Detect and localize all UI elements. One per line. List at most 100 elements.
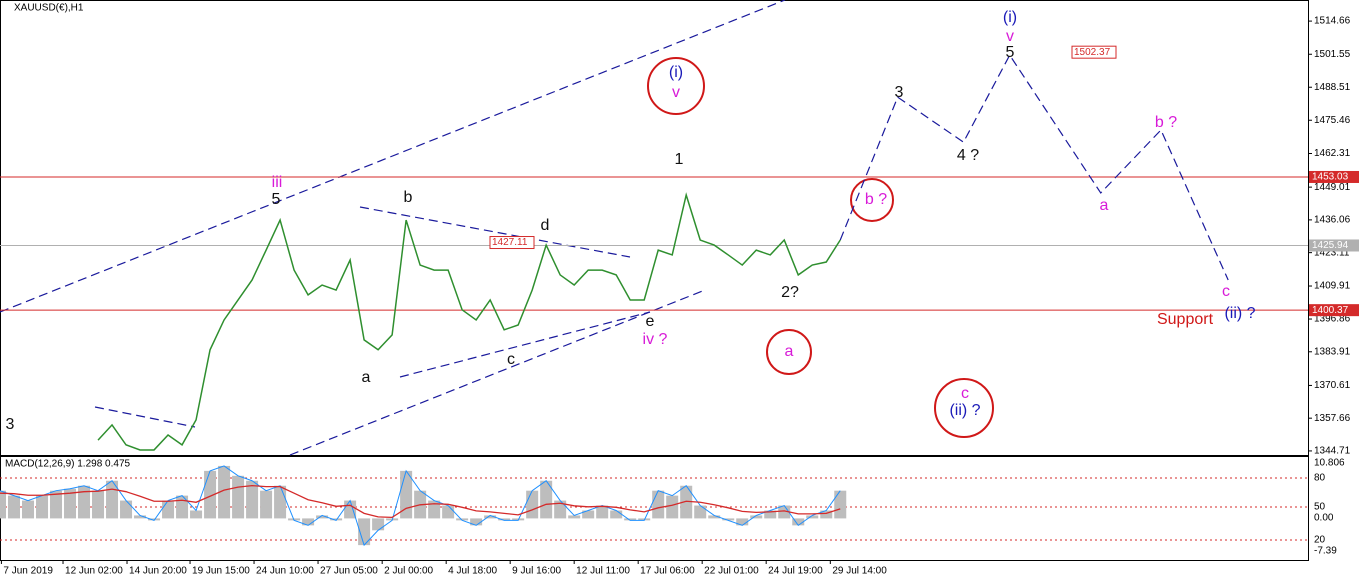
wave-label: 5 bbox=[272, 191, 281, 208]
macd-bar bbox=[806, 515, 819, 519]
wave-label: (i) bbox=[1003, 9, 1017, 26]
y-tick-label: 1383.91 bbox=[1314, 346, 1351, 357]
x-tick-label: 22 Jul 01:00 bbox=[704, 566, 759, 577]
macd-bar bbox=[176, 495, 189, 519]
x-tick-label: 29 Jul 14:00 bbox=[832, 566, 887, 577]
level-tag bbox=[1309, 304, 1359, 317]
wave-circle bbox=[934, 378, 994, 438]
macd-bar bbox=[36, 495, 49, 519]
macd-bar bbox=[22, 500, 35, 519]
wave-circle bbox=[766, 329, 812, 375]
macd-bar bbox=[50, 490, 63, 519]
wave-label: 3 bbox=[6, 416, 15, 433]
macd-axis-label: 80 bbox=[1314, 473, 1326, 484]
wave-label: a bbox=[1100, 197, 1109, 214]
level-label: 1453.03 bbox=[1312, 172, 1349, 183]
trend-line bbox=[0, 0, 786, 313]
macd-bar bbox=[554, 500, 567, 519]
x-tick-label: 24 Jun 10:00 bbox=[256, 566, 314, 577]
macd-axis-label: 20 bbox=[1314, 535, 1326, 546]
macd-bar bbox=[204, 470, 217, 519]
macd-bar bbox=[162, 500, 175, 519]
macd-bar bbox=[456, 518, 469, 521]
chart-title: XAUUSD(€),H1 bbox=[14, 3, 84, 14]
macd-bar bbox=[652, 490, 665, 519]
y-tick-label: 1357.66 bbox=[1314, 413, 1351, 424]
macd-axis-label: -7.39 bbox=[1314, 546, 1337, 557]
wave-projection bbox=[839, 53, 1229, 281]
x-tick-label: 4 Jul 18:00 bbox=[448, 566, 497, 577]
wave-label: 5 bbox=[1006, 44, 1015, 61]
macd-bar bbox=[568, 515, 581, 519]
trend-line bbox=[289, 289, 706, 456]
macd-bar bbox=[526, 490, 539, 519]
wave-label: d bbox=[541, 217, 550, 234]
x-tick-label: 7 Jun 2019 bbox=[3, 566, 53, 577]
wave-label: b ? bbox=[1155, 114, 1177, 131]
wave-label: b bbox=[404, 189, 413, 206]
macd-bar bbox=[820, 510, 833, 519]
macd-bar bbox=[834, 490, 847, 519]
macd-bar bbox=[666, 495, 679, 519]
macd-bar bbox=[232, 475, 245, 519]
wave-label: c bbox=[1222, 283, 1230, 300]
price-tag-label: 1427.11 bbox=[492, 237, 528, 248]
macd-label: MACD(12,26,9) 1.298 0.475 bbox=[5, 459, 131, 470]
macd-bar bbox=[722, 518, 735, 521]
macd-bar bbox=[120, 500, 133, 519]
price-tag-label: 1502.37 bbox=[1074, 47, 1111, 58]
x-tick-label: 17 Jul 06:00 bbox=[640, 566, 695, 577]
wave-label: c bbox=[961, 385, 969, 402]
macd-bar bbox=[218, 465, 231, 519]
macd-bar bbox=[8, 495, 21, 519]
macd-bar bbox=[92, 490, 105, 519]
wave-circle bbox=[647, 57, 705, 115]
wave-label: 2? bbox=[781, 284, 799, 301]
y-tick-label: 1423.11 bbox=[1314, 247, 1350, 258]
y-tick-label: 1436.06 bbox=[1314, 215, 1351, 226]
wave-label: c bbox=[507, 351, 515, 368]
price-line bbox=[97, 192, 841, 451]
macd-bar bbox=[316, 515, 329, 519]
wave-label: 1 bbox=[675, 151, 684, 168]
macd-bar bbox=[330, 518, 343, 521]
macd-bar bbox=[596, 505, 609, 519]
macd-bar bbox=[484, 515, 497, 519]
level-tag bbox=[1309, 239, 1359, 252]
trend-line bbox=[399, 311, 651, 378]
y-tick-label: 1396.86 bbox=[1314, 314, 1351, 325]
macd-bar bbox=[302, 518, 315, 526]
y-tick-label: 1514.66 bbox=[1314, 16, 1351, 27]
y-tick-label: 1409.91 bbox=[1314, 281, 1351, 292]
wave-label: (i) bbox=[669, 64, 683, 81]
level-label: 1425.94 bbox=[1312, 240, 1349, 251]
macd-bar bbox=[274, 485, 287, 519]
y-tick-label: 1488.51 bbox=[1314, 82, 1351, 93]
macd-bar bbox=[582, 510, 595, 519]
macd-bar bbox=[694, 505, 707, 519]
y-tick-label: 1462.31 bbox=[1314, 148, 1351, 159]
macd-bar bbox=[0, 490, 6, 519]
level-tag bbox=[1309, 170, 1359, 183]
price-tag bbox=[489, 236, 535, 250]
macd-axis-label: 50 bbox=[1314, 502, 1326, 513]
x-tick-label: 12 Jul 11:00 bbox=[576, 566, 630, 577]
macd-bar bbox=[148, 518, 161, 521]
wave-label: (ii) ? bbox=[1224, 305, 1255, 322]
signal-line bbox=[0, 484, 841, 519]
macd-axis-label: 10.806 bbox=[1314, 458, 1345, 469]
macd-axis-label: 0.00 bbox=[1314, 513, 1334, 524]
macd-bar bbox=[708, 515, 721, 519]
wave-label: 3 bbox=[895, 84, 904, 101]
macd-bar bbox=[442, 505, 455, 519]
macd-bar bbox=[498, 518, 511, 521]
level-label: 1400.37 bbox=[1312, 305, 1349, 316]
macd-bar bbox=[428, 500, 441, 519]
wave-label: b ? bbox=[865, 191, 887, 208]
y-tick-label: 1344.71 bbox=[1314, 446, 1351, 457]
macd-bar bbox=[778, 505, 791, 519]
y-tick-label: 1370.61 bbox=[1314, 380, 1351, 391]
macd-bar bbox=[190, 510, 203, 519]
wave-label: a bbox=[785, 343, 794, 360]
